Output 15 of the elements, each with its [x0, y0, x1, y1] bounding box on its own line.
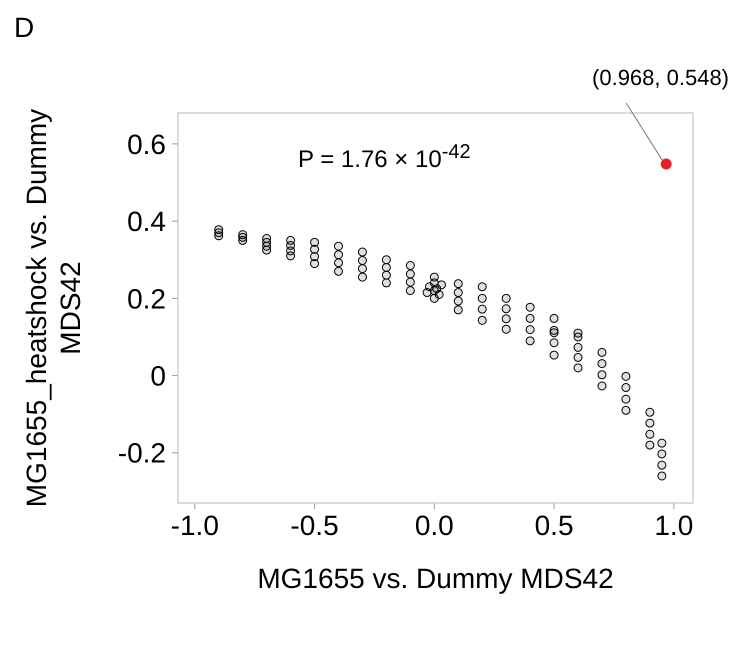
y-tick-label: -0.2	[118, 438, 166, 469]
y-tick-label: 0.4	[127, 206, 166, 238]
y-tick-label: 0	[150, 360, 166, 392]
x-tick-label: -1.0	[170, 510, 219, 541]
annotation: P = 1.76 × 10$^{-42}$	[298, 141, 471, 174]
x-tick-label: 1.0	[654, 510, 694, 541]
y-axis-title: MG1655_heatshock vs. Dummy MDS42	[20, 108, 87, 508]
x-tick-label: 0.5	[534, 510, 574, 541]
x-tick-label: -0.5	[290, 510, 339, 541]
text: D	[14, 12, 34, 44]
y-tick-label: 0.2	[127, 283, 166, 314]
y-tick-label: 0.6	[127, 128, 166, 160]
x-tick-label: 0.0	[414, 510, 454, 541]
annotation: (0.968, 0.548)	[592, 65, 729, 91]
x-axis-title: MG1655 vs. Dummy MDS42	[256, 563, 615, 595]
